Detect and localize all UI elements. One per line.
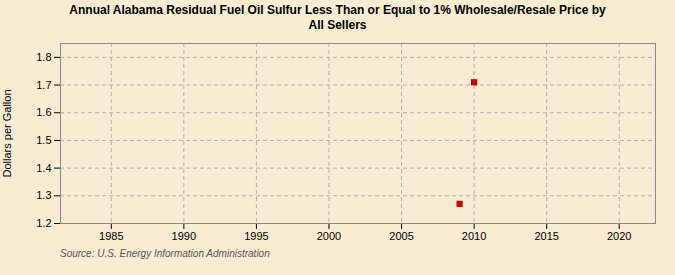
svg-text:1.4: 1.4 [36, 162, 51, 174]
svg-text:1.3: 1.3 [36, 189, 51, 201]
svg-text:2020: 2020 [607, 230, 631, 242]
svg-text:2005: 2005 [389, 230, 413, 242]
svg-text:1.6: 1.6 [36, 106, 51, 118]
svg-text:2015: 2015 [534, 230, 558, 242]
html-text:Source: U.S. Energy Informatio: Source: U.S. Energy Information Administ… [60, 248, 270, 259]
svg-text:1990: 1990 [172, 230, 196, 242]
svg-text:2000: 2000 [317, 230, 341, 242]
svg-text:1.5: 1.5 [36, 134, 51, 146]
svg-text:1.7: 1.7 [36, 79, 51, 91]
svg-text:Dollars per Gallon: Dollars per Gallon [1, 89, 13, 177]
svg-text:1.8: 1.8 [36, 51, 51, 63]
svg-text:1995: 1995 [244, 230, 268, 242]
svg-text:2010: 2010 [462, 230, 486, 242]
html-text:Annual Alabama Residual Fuel O: Annual Alabama Residual Fuel Oil Sulfur … [69, 3, 606, 32]
svg-text:1985: 1985 [99, 230, 123, 242]
svg-text:1.2: 1.2 [36, 217, 51, 229]
